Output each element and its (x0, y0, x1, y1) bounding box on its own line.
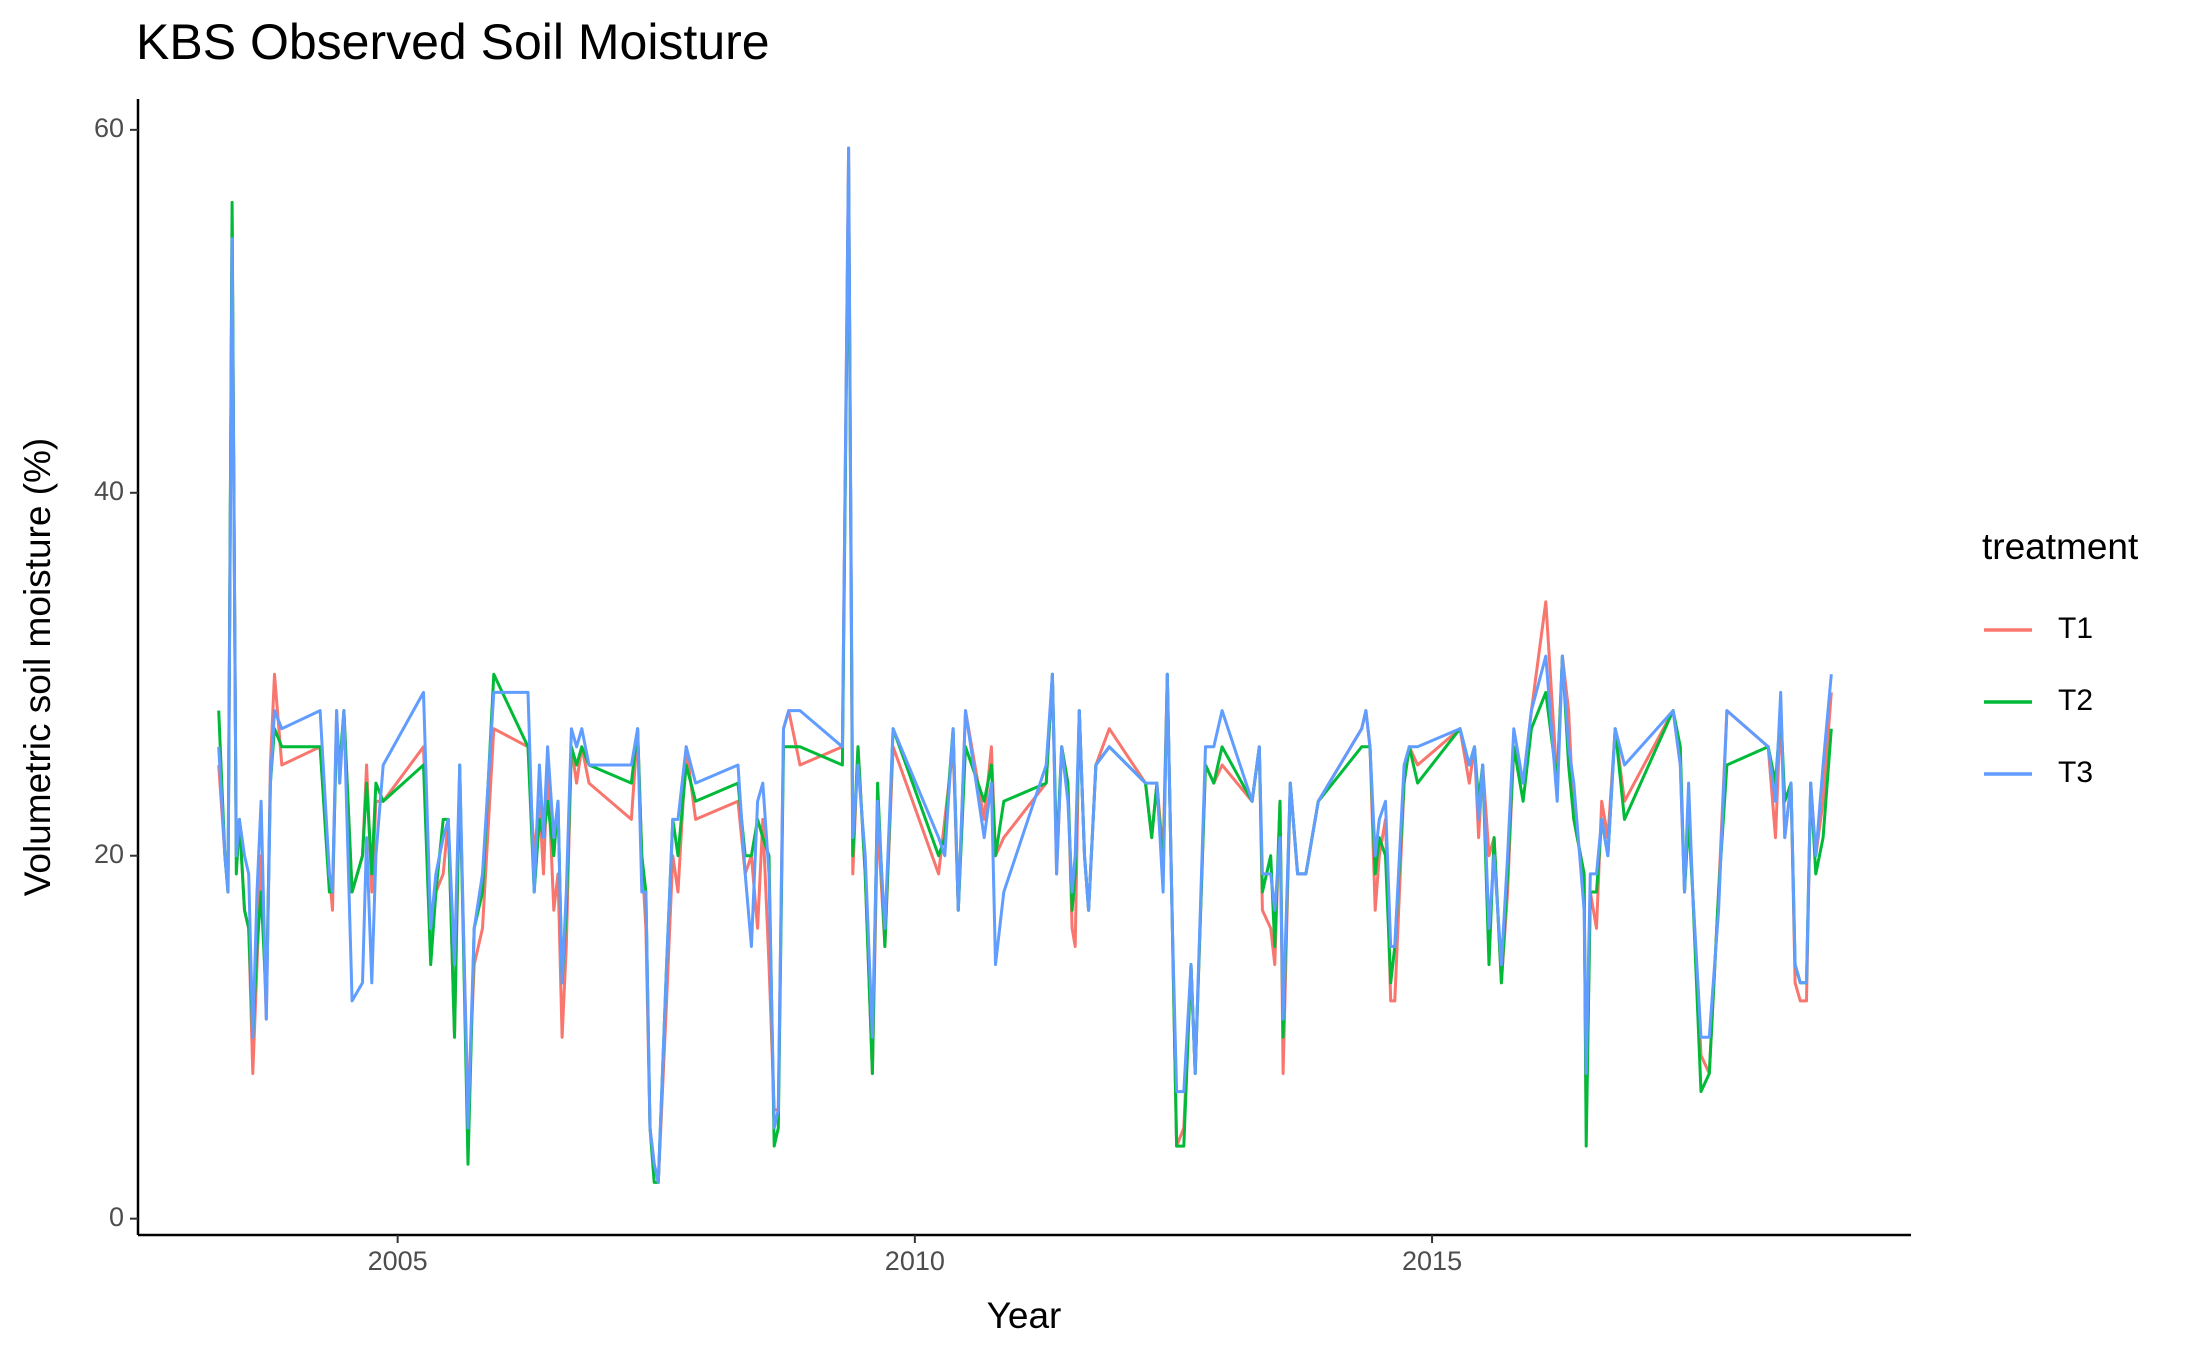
legend-label: T2 (2058, 684, 2093, 717)
series-line (217, 146, 1833, 1184)
x-tick-label: 2005 (368, 1246, 428, 1276)
legend-title: treatment (1982, 526, 2139, 567)
y-tick-label: 60 (94, 113, 124, 143)
x-tick-label: 2015 (1402, 1246, 1462, 1276)
y-axis-title: Volumetric soil moisture (%) (17, 438, 58, 897)
legend-label: T3 (2058, 756, 2093, 789)
x-axis-title: Year (987, 1295, 1062, 1336)
y-tick-label: 20 (94, 839, 124, 869)
legend-label: T1 (2058, 612, 2093, 645)
series-line (217, 164, 1833, 1184)
x-tick-label: 2010 (885, 1246, 945, 1276)
y-tick-label: 40 (94, 476, 124, 506)
y-tick-label: 0 (109, 1202, 124, 1232)
chart-title: KBS Observed Soil Moisture (136, 14, 770, 70)
